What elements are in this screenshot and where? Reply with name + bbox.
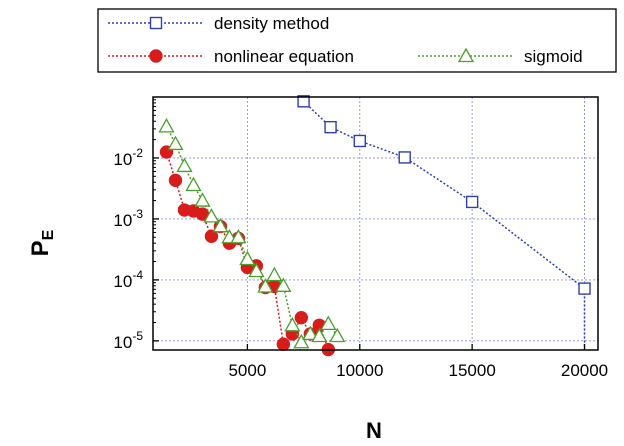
series-layer bbox=[158, 95, 591, 357]
data-point bbox=[320, 315, 337, 331]
legend-box bbox=[97, 8, 617, 73]
data-point bbox=[266, 266, 283, 282]
y-axis-title-sub: E bbox=[40, 229, 57, 240]
data-point bbox=[168, 173, 183, 188]
legend-item: sigmoid bbox=[418, 47, 583, 66]
data-point bbox=[248, 262, 265, 278]
data-point bbox=[311, 327, 328, 343]
data-point bbox=[302, 325, 319, 341]
legend-item: nonlinear equation bbox=[108, 47, 354, 66]
data-point bbox=[185, 176, 202, 192]
data-point bbox=[203, 208, 220, 223]
y-tick-label: 10-4 bbox=[113, 268, 143, 291]
data-point bbox=[293, 333, 310, 349]
legend-label: sigmoid bbox=[524, 47, 583, 66]
data-point bbox=[297, 95, 310, 108]
data-point bbox=[465, 195, 479, 209]
x-axis-title: N bbox=[366, 418, 382, 443]
data-point bbox=[324, 120, 337, 134]
data-point bbox=[275, 277, 292, 292]
data-point bbox=[284, 316, 301, 332]
legend: density method nonlinear equation sigmoid bbox=[97, 8, 617, 73]
data-point bbox=[257, 278, 274, 293]
data-point bbox=[329, 327, 346, 343]
series-1 bbox=[297, 95, 591, 353]
data-point bbox=[353, 134, 366, 148]
legend-marker bbox=[149, 16, 163, 30]
axes: 5000 10000 15000 20000 10-2 10-3 10-4 10-5 bbox=[113, 99, 608, 380]
data-point bbox=[158, 118, 175, 133]
data-point bbox=[167, 135, 184, 151]
legend-marker bbox=[457, 47, 475, 63]
x-tick-label: 20000 bbox=[561, 361, 608, 380]
x-tick-label: 10000 bbox=[336, 361, 383, 380]
series-3 bbox=[158, 118, 346, 349]
x-tick-label: 15000 bbox=[449, 361, 496, 380]
svg-text:PE: PE bbox=[27, 229, 57, 256]
data-point bbox=[176, 157, 193, 173]
data-point bbox=[276, 337, 291, 351]
legend-label: nonlinear equation bbox=[214, 47, 354, 66]
data-point bbox=[578, 282, 591, 295]
data-point bbox=[294, 310, 309, 325]
y-tick-label: 10-3 bbox=[113, 207, 143, 230]
data-point bbox=[239, 250, 256, 266]
legend-item: density method bbox=[108, 14, 329, 33]
data-point bbox=[398, 151, 411, 164]
series-line bbox=[303, 100, 586, 353]
y-tick-label: 10-2 bbox=[113, 146, 143, 169]
y-axis-title-main: P bbox=[27, 240, 54, 256]
y-axis-title: PE bbox=[27, 229, 57, 256]
legend-marker bbox=[149, 49, 163, 63]
legend-label: density method bbox=[214, 14, 329, 33]
x-tick-label: 5000 bbox=[228, 361, 266, 380]
data-point bbox=[204, 229, 219, 243]
data-point bbox=[194, 192, 211, 207]
series-line bbox=[165, 126, 338, 344]
y-tick-label: 10-5 bbox=[113, 329, 143, 352]
plot-frame bbox=[152, 96, 599, 351]
data-point bbox=[230, 228, 247, 244]
data-point bbox=[212, 217, 229, 233]
